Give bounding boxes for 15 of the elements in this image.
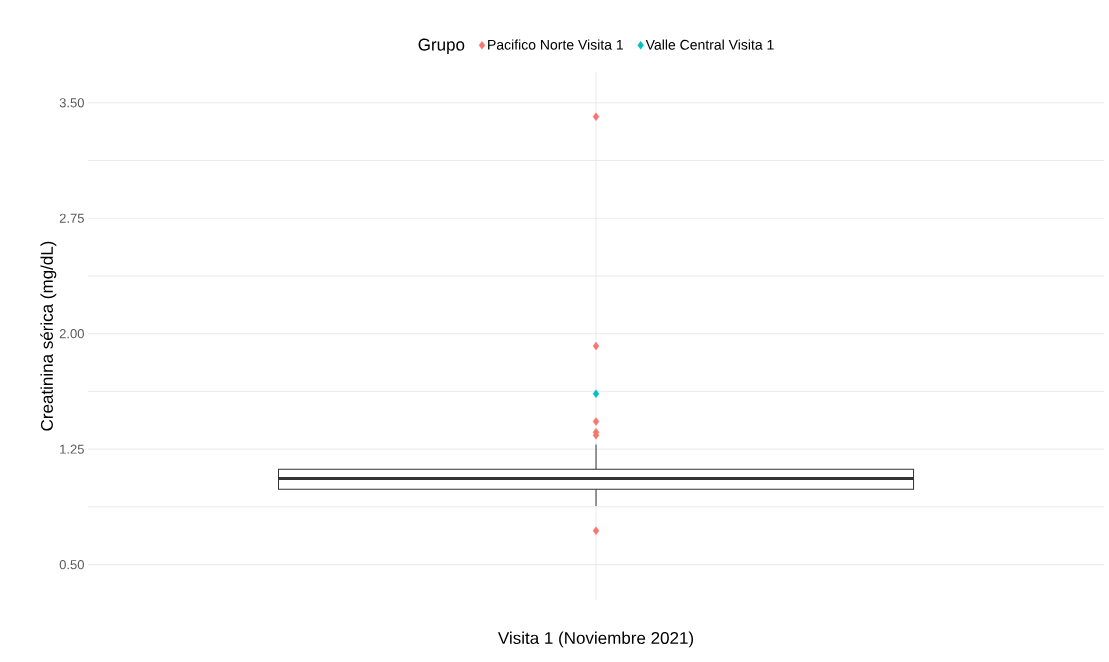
y-tick-label: 3.50 bbox=[59, 98, 84, 108]
legend-label: Pacifico Norte Visita 1 bbox=[488, 39, 623, 50]
legend-title: Grupo bbox=[418, 38, 465, 54]
y-axis-title: Creatinina sérica (mg/dL) bbox=[40, 241, 57, 431]
y-tick-label: 1.25 bbox=[60, 444, 84, 454]
legend-label: Valle Central Visita 1 bbox=[645, 39, 774, 50]
point bbox=[592, 112, 600, 121]
point bbox=[592, 389, 600, 398]
y-tick-label: 2.75 bbox=[59, 213, 84, 223]
point bbox=[592, 417, 600, 426]
point bbox=[592, 526, 600, 535]
point bbox=[592, 341, 600, 351]
y-tick-label: 0.50 bbox=[59, 559, 84, 570]
x-tick-label: Visita 1 (Noviembre 2021) bbox=[498, 631, 694, 648]
y-tick-label: 2.00 bbox=[59, 329, 84, 339]
